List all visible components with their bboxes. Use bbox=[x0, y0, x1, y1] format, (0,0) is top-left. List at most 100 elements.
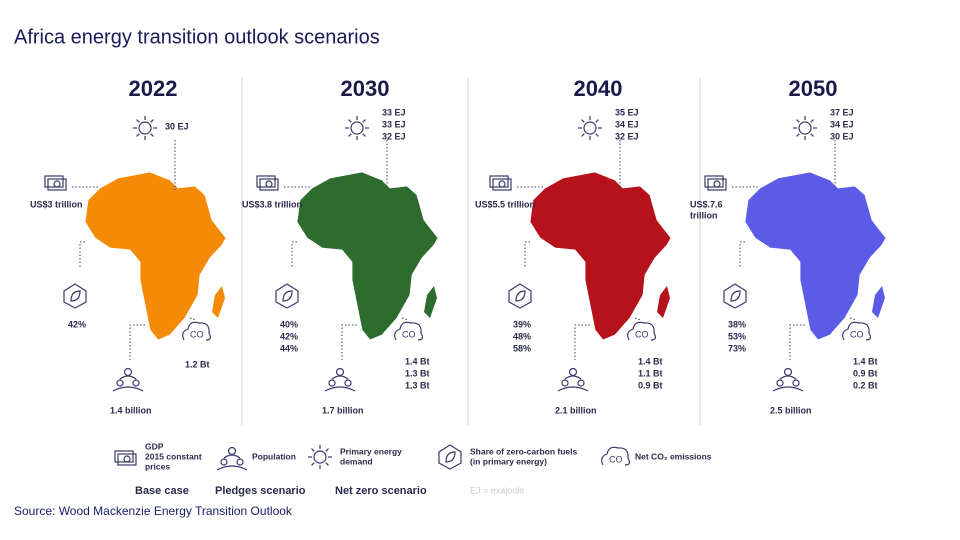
africa-map bbox=[744, 171, 887, 341]
legend-label: GDP bbox=[145, 441, 164, 451]
icon-part bbox=[568, 367, 578, 377]
legend-label: (in primary energy) bbox=[470, 456, 547, 466]
icon-part bbox=[223, 454, 241, 459]
icon-part bbox=[362, 119, 366, 123]
note: EJ = exajoule bbox=[470, 485, 524, 495]
icon-part bbox=[438, 444, 462, 470]
leader bbox=[634, 317, 642, 321]
leader bbox=[341, 324, 357, 360]
icon-part bbox=[723, 283, 747, 309]
icon-part bbox=[335, 367, 345, 377]
gdp-value: US$3 trillion bbox=[30, 199, 83, 209]
icon-part bbox=[53, 180, 61, 188]
emissions-value: 1.4 Bt bbox=[638, 356, 663, 366]
leader bbox=[79, 241, 85, 268]
leader bbox=[129, 324, 145, 360]
icon-part bbox=[492, 178, 512, 191]
energy-value: 32 EJ bbox=[382, 131, 406, 141]
icon-part bbox=[601, 446, 631, 466]
icon-part bbox=[796, 133, 800, 137]
icon-part bbox=[325, 448, 329, 452]
emissions-value: 1.3 Bt bbox=[405, 380, 430, 390]
emissions-value: 0.9 Bt bbox=[638, 380, 663, 390]
population-value: 2.5 billion bbox=[770, 405, 812, 415]
icon-part bbox=[564, 375, 582, 380]
icon-part bbox=[350, 121, 364, 135]
energy-value: 33 EJ bbox=[382, 107, 406, 117]
icon-part bbox=[627, 321, 657, 341]
energy-value: 33 EJ bbox=[382, 119, 406, 129]
legend-label: Share of zero-carbon fuels bbox=[470, 446, 577, 456]
icon-part bbox=[227, 446, 237, 456]
emissions-value: 1.1 Bt bbox=[638, 368, 663, 378]
icon-part bbox=[275, 283, 299, 309]
icon-part bbox=[112, 386, 144, 392]
africa-map bbox=[84, 171, 227, 341]
icon-part bbox=[328, 379, 336, 387]
population-value: 2.1 billion bbox=[555, 405, 597, 415]
leader bbox=[789, 324, 805, 360]
icon-part bbox=[216, 465, 248, 471]
icon-part bbox=[362, 133, 366, 137]
leader bbox=[401, 317, 409, 321]
icon-part bbox=[810, 119, 814, 123]
emissions-value: 0.2 Bt bbox=[853, 380, 878, 390]
legend-label: demand bbox=[340, 456, 373, 466]
icon-part: CO bbox=[402, 329, 416, 339]
icon-part bbox=[136, 133, 140, 137]
zero-carbon-value: 42% bbox=[280, 331, 298, 341]
energy-value: 34 EJ bbox=[830, 119, 854, 129]
scenario-label: Net zero scenario bbox=[335, 485, 427, 497]
leader bbox=[291, 241, 297, 268]
icon-part bbox=[704, 175, 724, 188]
gdp-value: US$3.8 trillion bbox=[242, 199, 302, 209]
year: 2050 bbox=[789, 76, 838, 101]
zero-carbon-value: 73% bbox=[728, 343, 746, 353]
icon-part bbox=[595, 119, 599, 123]
icon-part bbox=[132, 379, 140, 387]
emissions-value: 1.2 Bt bbox=[185, 359, 210, 369]
energy-value: 35 EJ bbox=[615, 107, 639, 117]
zero-carbon-value: 53% bbox=[728, 331, 746, 341]
legend-label: Primary energy bbox=[340, 446, 402, 456]
icon-part bbox=[123, 455, 131, 463]
madagascar bbox=[872, 286, 885, 318]
icon-part bbox=[577, 379, 585, 387]
zero-carbon-value: 48% bbox=[513, 331, 531, 341]
icon-part bbox=[331, 375, 349, 380]
icon-part bbox=[282, 290, 293, 302]
icon-part bbox=[150, 133, 154, 137]
zero-carbon-value: 44% bbox=[280, 343, 298, 353]
icon-part bbox=[182, 321, 212, 341]
zero-carbon-value: 42% bbox=[68, 319, 86, 329]
energy-value: 30 EJ bbox=[830, 131, 854, 141]
icon-part bbox=[324, 386, 356, 392]
leader bbox=[739, 241, 745, 268]
year: 2030 bbox=[341, 76, 390, 101]
icon-part bbox=[348, 119, 352, 123]
year: 2040 bbox=[574, 76, 623, 101]
source: Source: Wood Mackenzie Energy Transition… bbox=[14, 504, 293, 518]
zero-carbon-value: 39% bbox=[513, 319, 531, 329]
population-value: 1.7 billion bbox=[322, 405, 364, 415]
zero-carbon-value: 40% bbox=[280, 319, 298, 329]
legend-label: Net CO₂ emissions bbox=[635, 451, 712, 461]
emissions-value: 0.9 Bt bbox=[853, 368, 878, 378]
icon-part bbox=[47, 178, 67, 191]
population-value: 1.4 billion bbox=[110, 405, 152, 415]
gdp-value: trillion bbox=[690, 210, 718, 220]
icon-part bbox=[311, 462, 315, 466]
icon-part bbox=[772, 386, 804, 392]
icon-part bbox=[796, 119, 800, 123]
panel: 2022 30 EJ US$3 trillion 42% CO 1.2 Bt 1.4 bil… bbox=[30, 76, 227, 415]
africa-map bbox=[296, 171, 439, 341]
legend-label: 2015 constant bbox=[145, 451, 202, 461]
scenario-label: Pledges scenario bbox=[215, 485, 306, 497]
icon-part bbox=[707, 178, 727, 191]
legend-label: Population bbox=[252, 451, 296, 461]
icon-part bbox=[508, 283, 532, 309]
leader bbox=[524, 241, 530, 268]
icon-part bbox=[498, 180, 506, 188]
